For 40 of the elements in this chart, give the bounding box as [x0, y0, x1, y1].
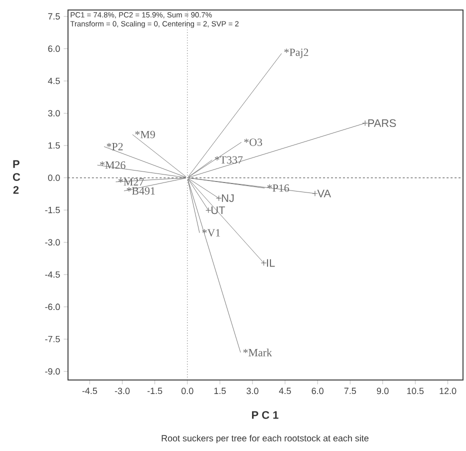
x-tick-label: 0.0 [181, 388, 194, 394]
x-tick-label: 6.0 [312, 388, 324, 394]
text: Root suckers per tree for each rootstock at each site [162, 434, 368, 444]
series-label: *O3 [244, 138, 262, 146]
series-label: *Paj2 [284, 48, 308, 58]
series-label: NJ [222, 194, 234, 202]
y-tick-label: 1.5 [48, 142, 60, 149]
x-axis-title: P C 1 [252, 411, 278, 419]
series-label: *M26 [100, 161, 126, 169]
x-tick-label: -4.5 [82, 388, 98, 394]
y-tick-label: 4.5 [48, 78, 60, 84]
series-label: PARS [368, 119, 396, 128]
x-tick-label: 7.5 [344, 388, 356, 394]
y-tick-label: 6.0 [48, 46, 60, 52]
x-tick-label: -3.0 [114, 388, 130, 394]
y-tick-label: -7.5 [45, 336, 60, 342]
series-label: UT [212, 206, 226, 214]
x-tick-label: 3.0 [246, 388, 258, 394]
series-label: *B491 [126, 187, 155, 195]
series-label: *Mark [243, 348, 272, 356]
y-tick-label: 0.0 [48, 174, 60, 181]
y-tick-label: -9.0 [45, 368, 60, 375]
series-label: *M9 [135, 130, 155, 138]
y-tick-label: 7.5 [48, 13, 60, 20]
y-tick-label: -1.5 [45, 206, 60, 214]
y-tick-label: -6.0 [45, 304, 60, 310]
y-tick-label: 3.0 [48, 110, 60, 116]
series-label: IL [267, 259, 275, 267]
y-tick-label: -3.0 [45, 239, 60, 246]
x-tick-label: -1.5 [147, 388, 162, 394]
x-tick-label: 10.5 [407, 388, 424, 394]
x-tick-label: 9.0 [376, 388, 389, 394]
series-label: *P2 [106, 142, 123, 150]
y-tick-label: -4.5 [45, 271, 60, 278]
x-tick-label: 1.5 [214, 388, 226, 394]
series-label: *T337 [214, 156, 243, 164]
series-label: VA [317, 190, 332, 198]
x-tick-label: 12.0 [440, 388, 456, 394]
x-tick-label: 4.5 [279, 388, 291, 394]
y-axis-title: P C 2 [12, 160, 20, 194]
